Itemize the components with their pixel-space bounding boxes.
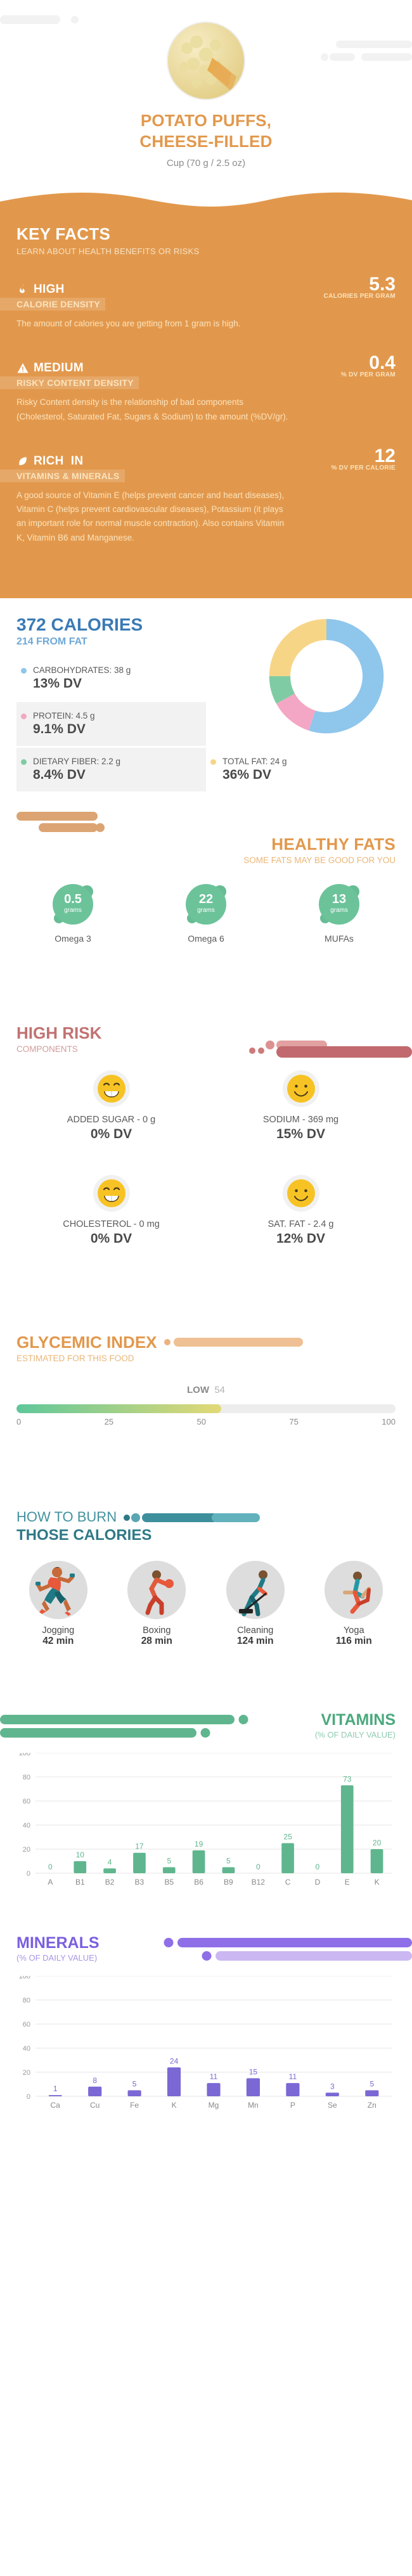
svg-text:Mg: Mg <box>209 2101 219 2110</box>
svg-text:4: 4 <box>108 1857 112 1866</box>
svg-text:B2: B2 <box>105 1878 115 1887</box>
svg-text:5: 5 <box>167 1856 171 1865</box>
svg-text:100: 100 <box>19 1976 30 1980</box>
svg-text:80: 80 <box>23 1774 30 1781</box>
svg-text:0: 0 <box>256 1862 261 1871</box>
svg-text:20: 20 <box>23 1846 30 1854</box>
svg-text:20: 20 <box>23 2069 30 2077</box>
svg-text:20: 20 <box>373 1838 382 1847</box>
svg-text:13: 13 <box>332 892 346 906</box>
svg-text:D: D <box>315 1878 321 1887</box>
svg-text:B3: B3 <box>135 1878 145 1887</box>
svg-text:5: 5 <box>226 1856 231 1865</box>
svg-text:A: A <box>48 1878 53 1887</box>
svg-text:17: 17 <box>135 1842 144 1851</box>
svg-text:Zn: Zn <box>368 2101 377 2110</box>
svg-text:25: 25 <box>283 1832 292 1841</box>
svg-text:1: 1 <box>53 2084 58 2093</box>
svg-text:10: 10 <box>76 1850 85 1859</box>
svg-text:E: E <box>345 1878 350 1887</box>
svg-text:11: 11 <box>289 2072 297 2081</box>
svg-text:B12: B12 <box>252 1878 266 1887</box>
svg-text:0: 0 <box>48 1862 53 1871</box>
svg-text:5: 5 <box>370 2079 374 2088</box>
svg-text:B5: B5 <box>164 1878 174 1887</box>
svg-text:K: K <box>375 1878 380 1887</box>
svg-text:73: 73 <box>343 1774 352 1783</box>
svg-text:8: 8 <box>93 2076 97 2085</box>
svg-text:19: 19 <box>195 1840 203 1849</box>
svg-text:0: 0 <box>27 2093 30 2101</box>
svg-text:40: 40 <box>23 2045 30 2053</box>
svg-text:Mn: Mn <box>248 2101 259 2110</box>
svg-text:40: 40 <box>23 1822 30 1829</box>
svg-text:C: C <box>285 1878 291 1887</box>
svg-text:B6: B6 <box>194 1878 203 1887</box>
svg-text:Cu: Cu <box>90 2101 100 2110</box>
svg-text:grams: grams <box>330 907 348 914</box>
svg-text:P: P <box>290 2101 295 2110</box>
svg-text:B9: B9 <box>224 1878 233 1887</box>
svg-text:grams: grams <box>197 907 215 914</box>
svg-text:0: 0 <box>316 1862 320 1871</box>
svg-text:grams: grams <box>64 907 82 914</box>
svg-text:60: 60 <box>23 2021 30 2028</box>
svg-text:Fe: Fe <box>130 2101 139 2110</box>
svg-text:0.5: 0.5 <box>64 892 82 906</box>
svg-text:80: 80 <box>23 1997 30 2004</box>
svg-text:15: 15 <box>249 2067 258 2076</box>
svg-text:0: 0 <box>27 1870 30 1878</box>
svg-text:5: 5 <box>132 2079 137 2088</box>
svg-text:Ca: Ca <box>51 2101 61 2110</box>
svg-text:K: K <box>172 2101 177 2110</box>
svg-text:Se: Se <box>328 2101 337 2110</box>
svg-text:100: 100 <box>19 1753 30 1757</box>
svg-text:60: 60 <box>23 1798 30 1805</box>
svg-text:24: 24 <box>170 2056 179 2065</box>
svg-text:3: 3 <box>330 2082 335 2091</box>
svg-text:B1: B1 <box>75 1878 85 1887</box>
svg-text:22: 22 <box>199 892 213 906</box>
svg-text:11: 11 <box>210 2072 218 2081</box>
